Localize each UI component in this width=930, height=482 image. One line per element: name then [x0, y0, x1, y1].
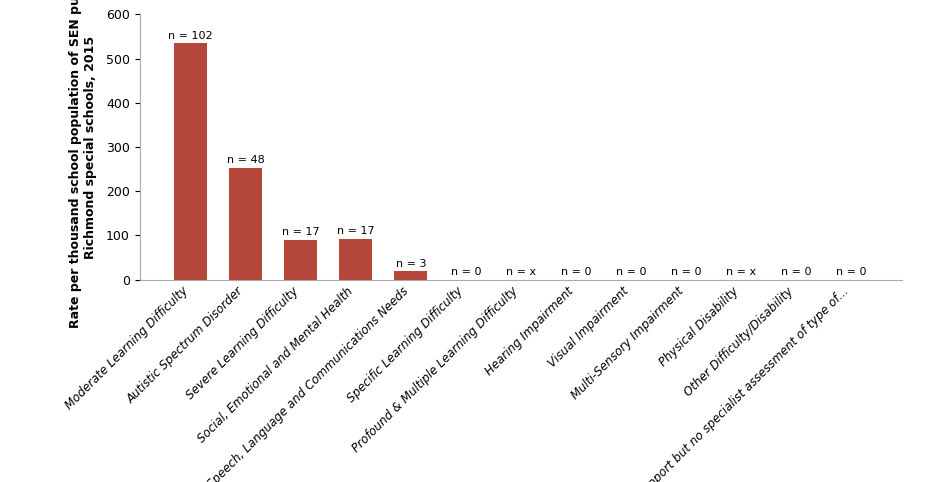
- Text: n = x: n = x: [725, 267, 756, 277]
- Bar: [339, 239, 372, 280]
- Bar: [174, 43, 207, 280]
- Text: n = 0: n = 0: [561, 267, 591, 277]
- Text: n = 48: n = 48: [227, 155, 264, 165]
- Text: n = 0: n = 0: [836, 267, 866, 277]
- Text: n = 102: n = 102: [168, 30, 213, 40]
- Text: n = 0: n = 0: [450, 267, 481, 277]
- Text: n = 0: n = 0: [780, 267, 811, 277]
- Bar: [229, 168, 262, 280]
- Text: n = 3: n = 3: [395, 258, 426, 268]
- Bar: [394, 271, 427, 280]
- Bar: [285, 240, 317, 280]
- Text: n = 17: n = 17: [282, 227, 320, 237]
- Text: n = x: n = x: [506, 267, 536, 277]
- Y-axis label: Rate per thousand school population of SEN pupils,
Richmond special schools, 201: Rate per thousand school population of S…: [70, 0, 98, 328]
- Text: n = 0: n = 0: [616, 267, 646, 277]
- Text: n = 0: n = 0: [671, 267, 701, 277]
- Text: n = 17: n = 17: [337, 226, 375, 236]
